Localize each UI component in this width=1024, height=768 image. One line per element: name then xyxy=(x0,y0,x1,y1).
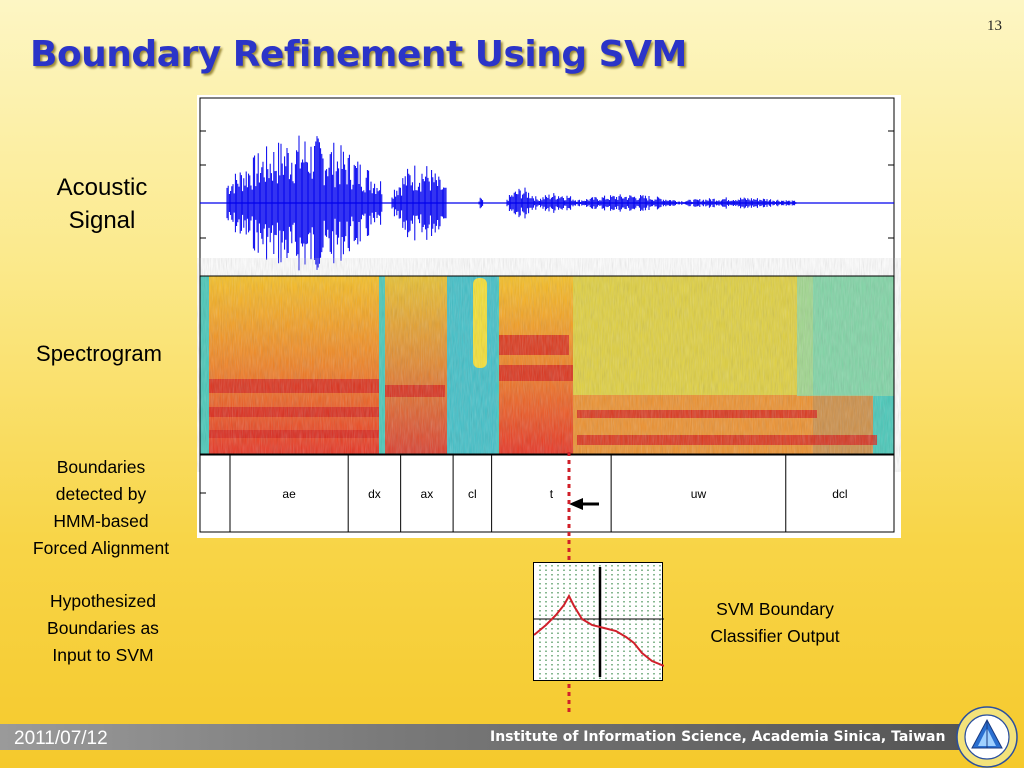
label-acoustic-signal: Acoustic Signal xyxy=(40,171,164,237)
label-line: Signal xyxy=(68,207,136,234)
phoneme-label-dx: dx xyxy=(368,487,381,501)
label-spectrogram: Spectrogram xyxy=(36,341,162,366)
label-line: Classifier Output xyxy=(710,626,840,646)
footer-institute: Institute of Information Science, Academ… xyxy=(490,729,946,745)
label-line: SVM Boundary xyxy=(716,599,834,619)
spectrogram xyxy=(199,275,895,455)
label-line: Input to SVM xyxy=(52,645,154,665)
label-line: Hypothesized xyxy=(49,591,157,611)
academia-sinica-seal-icon xyxy=(956,706,1018,768)
svm-output-svg xyxy=(533,565,665,680)
phoneme-label-ax: ax xyxy=(421,487,434,501)
label-hmm-boundaries: Boundaries detected by HMM-based Forced … xyxy=(6,454,196,562)
svm-output-curve xyxy=(533,593,665,667)
alignment-frame xyxy=(199,454,895,533)
label-hypothesized-boundaries: Hypothesized Boundaries as Input to SVM xyxy=(10,588,196,669)
label-line: HMM-based xyxy=(53,511,149,531)
footer-bar xyxy=(0,724,960,750)
label-line: Forced Alignment xyxy=(32,538,170,558)
acoustic-waveform xyxy=(226,135,797,271)
phoneme-label-cl: cl xyxy=(468,487,477,501)
slide-number: 13 xyxy=(987,18,1002,34)
label-line: detected by xyxy=(55,484,147,504)
label-line: Boundaries as xyxy=(47,618,159,638)
svm-output-plot xyxy=(533,562,665,681)
phoneme-label-t: t xyxy=(550,487,554,501)
phoneme-label-ae: ae xyxy=(282,487,296,501)
label-line: Acoustic xyxy=(56,174,148,201)
label-svm-output: SVM Boundary Classifier Output xyxy=(680,596,870,650)
figure-panel: ae dx ax cl t uw dcl xyxy=(197,95,901,538)
slide-title: Boundary Refinement Using SVM xyxy=(30,34,687,75)
spectrogram-frame xyxy=(199,275,895,455)
arrow-left-icon xyxy=(569,498,599,510)
phoneme-label-dcl: dcl xyxy=(832,487,847,501)
figure-svg: ae dx ax cl t uw dcl xyxy=(199,97,895,533)
label-line: Boundaries xyxy=(56,457,146,477)
footer-date: 2011/07/12 xyxy=(14,728,108,749)
spectrogram-texture xyxy=(200,276,894,454)
phoneme-alignment: ae dx ax cl t uw dcl xyxy=(229,455,848,532)
waveform-trace xyxy=(226,135,797,271)
phoneme-label-uw: uw xyxy=(691,487,707,501)
